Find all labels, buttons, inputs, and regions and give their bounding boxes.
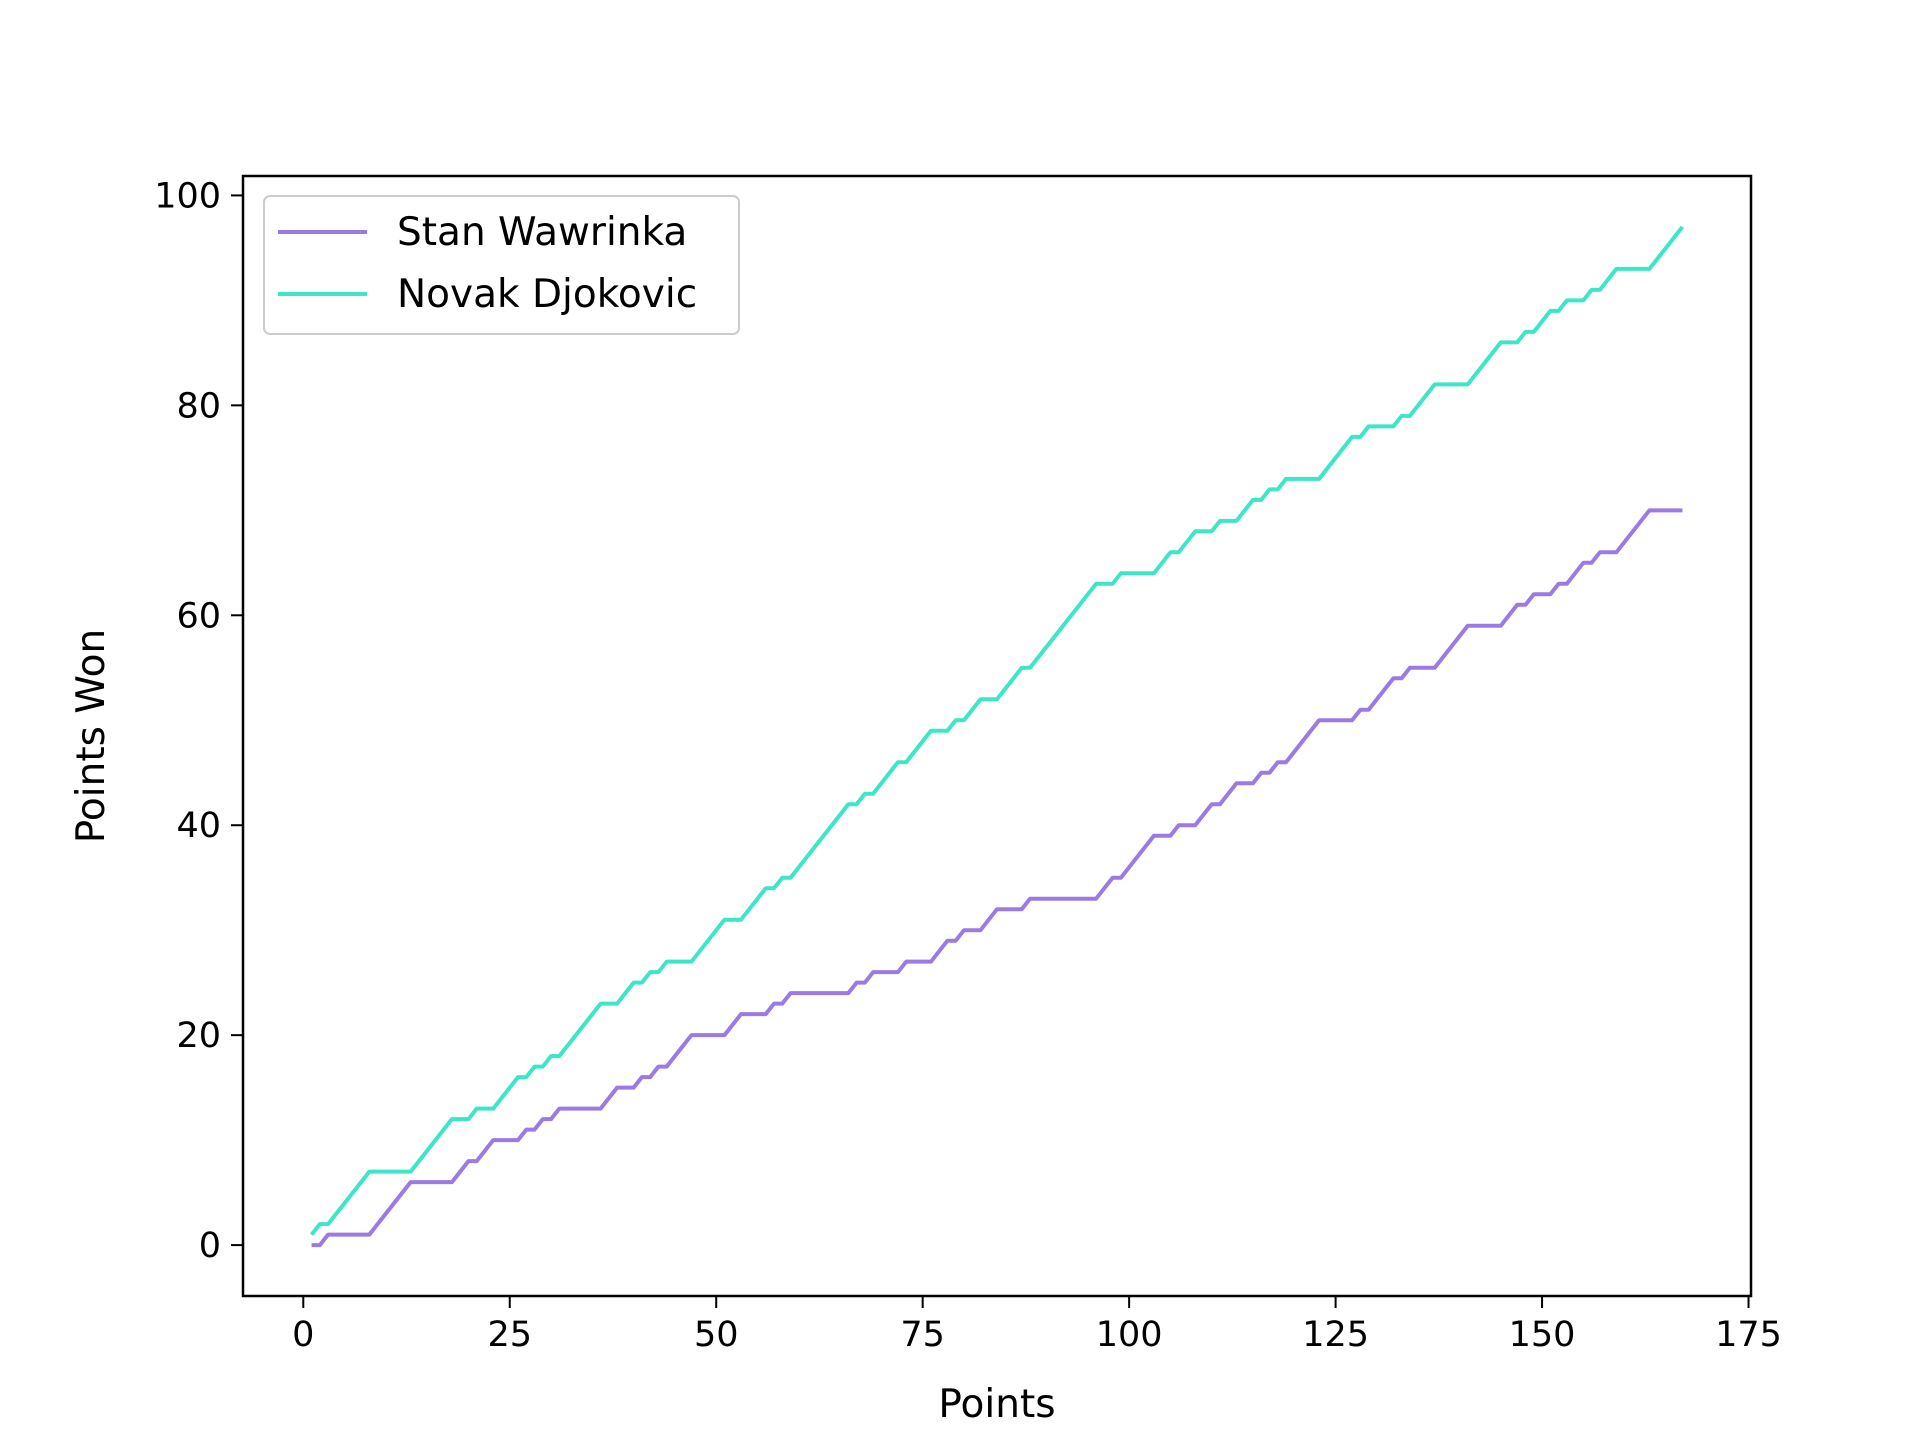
y-tick-label: 40: [176, 806, 221, 846]
y-tick-label: 80: [176, 386, 221, 426]
x-tick-label: 0: [292, 1315, 314, 1355]
legend-label-2: Novak Djokovic: [397, 272, 697, 317]
legend: Stan Wawrinka Novak Djokovic: [263, 195, 740, 335]
x-tick-label: 125: [1302, 1315, 1369, 1355]
y-tick-label: 60: [176, 596, 221, 636]
series-layer: [309, 225, 1685, 1248]
x-tick-label: 175: [1715, 1315, 1782, 1355]
x-axis-label: Points: [938, 1382, 1055, 1427]
x-axis: 0 25 50 75 100 125 150 175: [292, 1296, 1782, 1355]
legend-box: [263, 195, 740, 335]
x-tick-label: 150: [1509, 1315, 1576, 1355]
legend-label-1: Stan Wawrinka: [397, 210, 687, 255]
x-tick-label: 100: [1096, 1315, 1163, 1355]
x-tick-label: 75: [900, 1315, 945, 1355]
y-axis: 0 20 40 60 80 100: [154, 176, 243, 1266]
x-tick-label: 50: [694, 1315, 739, 1355]
y-axis-label: Points Won: [69, 629, 114, 843]
series-line-2: [309, 225, 1685, 1236]
series-line-1: [311, 508, 1683, 1248]
y-tick-label: 20: [176, 1016, 221, 1056]
y-tick-label: 100: [154, 176, 221, 216]
plot-frame: [241, 174, 1753, 1298]
x-tick-label: 25: [487, 1315, 532, 1355]
y-tick-label: 0: [199, 1226, 221, 1266]
